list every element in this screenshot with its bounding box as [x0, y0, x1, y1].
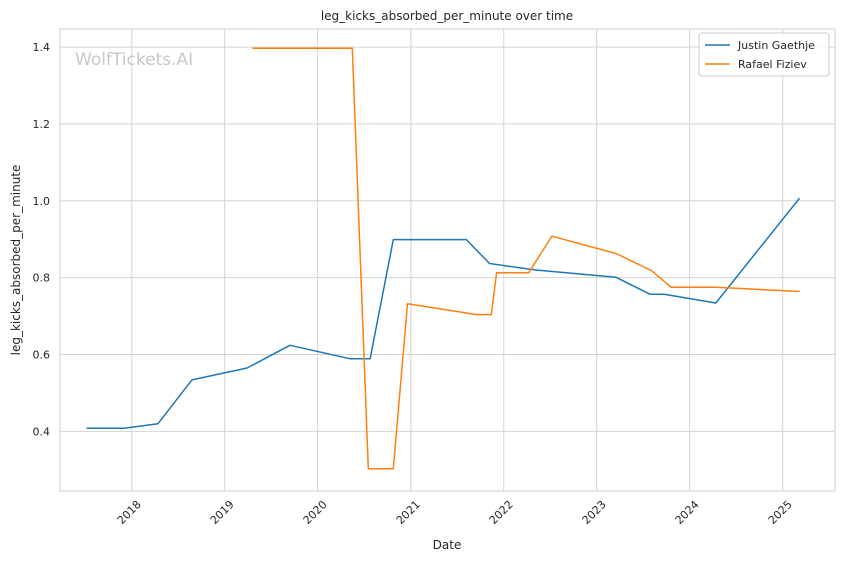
y-tick-label: 1.0: [33, 195, 51, 208]
y-tick-label: 1.2: [33, 118, 51, 131]
y-axis-title: leg_kicks_absorbed_per_minute: [9, 165, 23, 356]
y-gridlines: [60, 46, 835, 432]
watermark-text: WolfTickets.AI: [75, 50, 193, 70]
series-layer: [86, 47, 801, 470]
legend-label-rafael-fiziev: Rafael Fiziev: [738, 58, 807, 71]
y-tick-label: 0.8: [33, 272, 51, 285]
legend-box: [698, 32, 830, 77]
chart-title: leg_kicks_absorbed_per_minute over time: [321, 9, 573, 23]
series-line-rafael-fiziev: [252, 47, 800, 470]
legend-label-justin-gaethje: Justin Gaethje: [737, 39, 815, 52]
y-tick-label: 0.4: [33, 425, 51, 438]
y-tick-labels: 0.4 0.6 0.8 1.0 1.2 1.4: [33, 41, 51, 438]
series-line-justin-gaethje: [86, 197, 801, 430]
plot-area-frame: [59, 28, 836, 492]
x-axis-title: Date: [433, 538, 462, 552]
y-tick-label: 1.4: [33, 41, 51, 54]
x-gridlines: [131, 29, 784, 491]
legend: Justin Gaethje Rafael Fiziev: [698, 32, 830, 77]
y-tick-label: 0.6: [33, 349, 51, 362]
